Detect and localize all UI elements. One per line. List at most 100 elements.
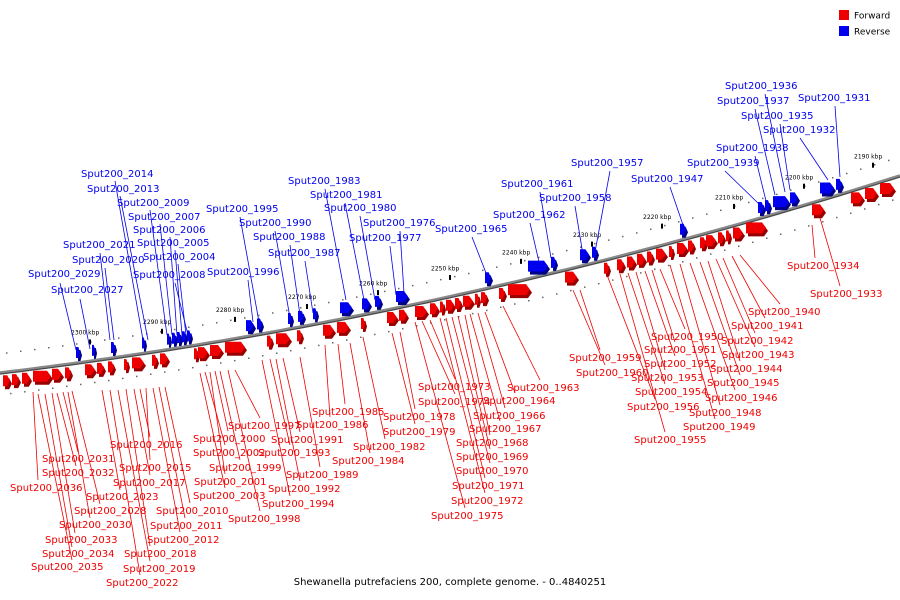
gene-arrow-forward[interactable] [733, 227, 745, 242]
gene-label[interactable]: Sput200_1987 [268, 248, 341, 259]
gene-arrow-reverse[interactable] [580, 249, 591, 264]
gene-arrow-forward[interactable] [65, 367, 73, 382]
gene-arrow-forward[interactable] [124, 359, 130, 374]
gene-label[interactable]: Sput200_1971 [452, 481, 525, 492]
gene-label[interactable]: Sput200_1962 [493, 210, 566, 221]
gene-label[interactable]: Sput200_1956 [627, 402, 700, 413]
gene-arrow-forward[interactable] [430, 303, 440, 318]
gene-label[interactable]: Sput200_1938 [716, 143, 789, 154]
gene-label[interactable]: Sput200_2021 [63, 240, 136, 251]
gene-label[interactable]: Sput200_1943 [722, 350, 795, 361]
gene-label[interactable]: Sput200_2002 [193, 448, 266, 459]
gene-arrow-forward[interactable] [880, 183, 896, 198]
gene-label[interactable]: Sput200_1988 [253, 232, 326, 243]
gene-arrow-forward[interactable] [52, 368, 64, 383]
gene-label[interactable]: Sput200_2018 [124, 549, 197, 560]
gene-label[interactable]: Sput200_1951 [644, 345, 717, 356]
gene-arrow-forward[interactable] [706, 235, 718, 250]
gene-label[interactable]: Sput200_2032 [42, 468, 115, 479]
gene-label[interactable]: Sput200_1972 [451, 496, 524, 507]
gene-label[interactable]: Sput200_1950 [651, 332, 724, 343]
gene-label[interactable]: Sput200_1954 [635, 387, 708, 398]
gene-label[interactable]: Sput200_2031 [42, 454, 115, 465]
gene-label[interactable]: Sput200_2034 [42, 549, 115, 560]
gene-label[interactable]: Sput200_1959 [569, 353, 642, 364]
gene-label[interactable]: Sput200_2005 [137, 238, 210, 249]
gene-arrow-forward[interactable] [455, 297, 463, 312]
gene-label[interactable]: Sput200_1940 [748, 307, 821, 318]
gene-arrow-reverse[interactable] [396, 290, 410, 305]
gene-label[interactable]: Sput200_1957 [571, 158, 644, 169]
gene-arrow-forward[interactable] [440, 301, 446, 316]
gene-label[interactable]: Sput200_1958 [539, 193, 612, 204]
gene-arrow-forward[interactable] [12, 374, 21, 389]
gene-label[interactable]: Sput200_1976 [363, 218, 436, 229]
gene-label[interactable]: Sput200_1946 [705, 393, 778, 404]
gene-arrow-reverse[interactable] [92, 344, 97, 359]
gene-label[interactable]: Sput200_1990 [239, 218, 312, 229]
gene-arrow-reverse[interactable] [298, 310, 306, 325]
gene-arrow-forward[interactable] [361, 317, 367, 332]
gene-label[interactable]: Sput200_2001 [194, 477, 267, 488]
gene-label[interactable]: Sput200_1945 [707, 378, 780, 389]
gene-label[interactable]: Sput200_1966 [473, 411, 546, 422]
gene-arrow-reverse[interactable] [820, 182, 836, 197]
gene-arrow-forward[interactable] [225, 341, 247, 356]
gene-label[interactable]: Sput200_1998 [228, 514, 301, 525]
gene-arrow-reverse[interactable] [76, 346, 82, 361]
gene-label[interactable]: Sput200_1999 [209, 463, 282, 474]
gene-label[interactable]: Sput200_1983 [288, 176, 361, 187]
gene-arrow-reverse[interactable] [551, 256, 558, 271]
gene-label[interactable]: Sput200_2030 [59, 520, 132, 531]
gene-arrow-forward[interactable] [267, 335, 274, 350]
gene-label[interactable]: Sput200_1974 [418, 397, 491, 408]
gene-label[interactable]: Sput200_1986 [296, 420, 369, 431]
gene-label[interactable]: Sput200_1941 [731, 321, 804, 332]
gene-label[interactable]: Sput200_2022 [106, 578, 179, 589]
gene-label[interactable]: Sput200_2016 [110, 440, 183, 451]
gene-label[interactable]: Sput200_2007 [128, 212, 201, 223]
gene-arrow-forward[interactable] [604, 262, 611, 277]
gene-arrow-forward[interactable] [726, 230, 732, 245]
gene-label[interactable]: Sput200_1939 [687, 158, 760, 169]
gene-label[interactable]: Sput200_1947 [631, 174, 704, 185]
gene-arrow-reverse[interactable] [313, 308, 319, 323]
gene-arrow-reverse[interactable] [142, 337, 147, 352]
gene-arrow-forward[interactable] [463, 295, 475, 310]
gene-label[interactable]: Sput200_1935 [741, 111, 814, 122]
gene-arrow-reverse[interactable] [836, 178, 844, 193]
gene-arrow-forward[interactable] [617, 259, 626, 274]
gene-label[interactable]: Sput200_1989 [286, 470, 359, 481]
gene-label[interactable]: Sput200_1970 [456, 466, 529, 477]
gene-label[interactable]: Sput200_1944 [710, 364, 783, 375]
gene-arrow-forward[interactable] [33, 370, 53, 385]
gene-arrow-forward[interactable] [446, 299, 456, 314]
gene-label[interactable]: Sput200_1931 [798, 93, 871, 104]
gene-arrow-reverse[interactable] [111, 342, 117, 357]
gene-label[interactable]: Sput200_1978 [383, 412, 456, 423]
gene-arrow-reverse[interactable] [758, 201, 766, 216]
gene-label[interactable]: Sput200_1934 [787, 261, 860, 272]
gene-label[interactable]: Sput200_1936 [725, 81, 798, 92]
gene-arrow-reverse[interactable] [167, 333, 172, 348]
gene-arrow-forward[interactable] [97, 362, 106, 377]
gene-label[interactable]: Sput200_1994 [262, 499, 335, 510]
gene-label[interactable]: Sput200_2008 [133, 270, 206, 281]
gene-arrow-forward[interactable] [297, 330, 304, 345]
gene-label[interactable]: Sput200_2000 [193, 434, 266, 445]
gene-arrow-reverse[interactable] [172, 332, 178, 347]
gene-label[interactable]: Sput200_1964 [483, 396, 556, 407]
gene-arrow-forward[interactable] [656, 248, 668, 263]
gene-label[interactable]: Sput200_1993 [258, 448, 331, 459]
gene-arrow-reverse[interactable] [773, 196, 791, 211]
gene-arrow-forward[interactable] [718, 232, 726, 247]
gene-label[interactable]: Sput200_2011 [150, 521, 223, 532]
gene-label[interactable]: Sput200_1992 [268, 484, 341, 495]
gene-label[interactable]: Sput200_1985 [312, 407, 385, 418]
gene-label[interactable]: Sput200_1942 [721, 336, 794, 347]
gene-arrow-reverse[interactable] [257, 318, 264, 333]
gene-arrow-forward[interactable] [647, 251, 655, 266]
gene-arrow-forward[interactable] [160, 353, 170, 368]
gene-label[interactable]: Sput200_1981 [310, 190, 383, 201]
gene-label[interactable]: Sput200_2033 [45, 535, 118, 546]
